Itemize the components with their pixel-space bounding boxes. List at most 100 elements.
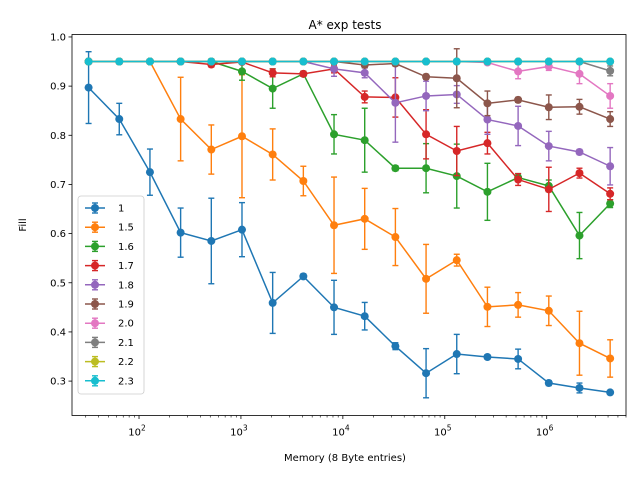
data-point [544,306,553,315]
data-point [422,164,431,173]
legend-label: 1.9 [118,300,134,311]
x-tick-label: 102 [128,424,146,439]
data-point [483,352,492,361]
data-point [115,57,124,66]
legend-label: 1.8 [118,280,134,291]
legend-label: 2.0 [118,319,134,330]
data-point [483,99,492,108]
legend-marker [91,376,99,385]
data-point [360,68,369,77]
legend-item: 2.1 [85,336,134,349]
data-point [514,175,523,184]
x-tick-label-exponent: 2 [141,424,146,433]
data-point [606,115,615,124]
x-tick-label-base: 10 [230,428,243,439]
data-point [422,274,431,283]
data-point [606,199,615,208]
x-tick-label-base: 10 [128,428,141,439]
data-point [606,66,615,75]
y-tick-label: 0.9 [50,82,66,93]
data-point [483,302,492,311]
data-point [452,256,461,265]
data-point [483,139,492,148]
legend-label: 1.6 [118,242,134,253]
x-tick-label-base: 10 [434,428,447,439]
data-point [575,102,584,111]
legend-label: 2.1 [118,338,134,349]
y-tick-label: 0.5 [50,278,66,289]
data-point [544,57,553,66]
data-point [360,57,369,66]
y-axis-label: Fill [18,218,29,231]
data-point [391,164,400,173]
data-point [237,57,246,66]
legend-item: 1.5 [85,221,134,234]
legend-item: 1 [85,202,124,215]
legend-marker [91,300,99,308]
data-point [84,83,93,92]
data-point [299,69,308,78]
data-point [84,57,93,66]
legend-item: 1.7 [85,259,134,272]
y-tick-label: 0.4 [50,327,66,338]
data-point [575,147,584,156]
legend-item: 2.3 [85,375,134,387]
legend-box [77,195,145,395]
data-point [299,177,308,186]
data-point [299,57,308,66]
series-line [88,87,611,394]
series-1 [84,51,615,399]
legend-item: 1.9 [85,298,134,311]
x-tick-label-base: 10 [332,428,345,439]
data-point [268,150,277,159]
data-point [360,92,369,101]
data-point [544,142,553,151]
data-point [544,379,553,388]
legend-label: 2.2 [118,357,134,368]
data-point [207,145,216,154]
y-tick-label: 0.6 [50,229,66,240]
data-point [422,57,431,66]
data-point [422,72,431,81]
x-tick-label-exponent: 4 [345,424,350,433]
data-point [575,57,584,66]
data-point [330,57,339,66]
series-2.3 [84,57,615,66]
y-tick-label: 0.8 [50,131,66,142]
data-point [268,84,277,93]
data-point [514,95,523,104]
x-tick-label-exponent: 5 [447,424,452,433]
data-point [452,74,461,83]
x-tick-label: 103 [230,424,248,439]
x-tick-label-exponent: 6 [549,424,554,433]
data-point [575,339,584,348]
legend-item: 2.0 [85,317,134,330]
legend-marker [91,280,99,289]
x-tick-label-base: 10 [536,428,549,439]
legend-item: 2.2 [85,355,134,368]
data-point [422,91,431,100]
data-point [606,162,615,171]
series-line [88,60,611,360]
y-axis: 0.3 0.4 0.5 0.6 0.7 0.8 0.9 1.0 [50,32,72,388]
data-point [514,57,523,66]
data-point [422,369,431,378]
y-tick-label: 1.0 [50,32,66,43]
data-point [452,147,461,156]
data-point [391,342,400,351]
x-tick-label: 105 [434,424,452,439]
x-tick-label: 104 [332,424,350,439]
legend-label: 1.7 [118,261,134,272]
data-point [330,130,339,139]
legend-marker [91,319,99,328]
legend-marker [91,223,99,232]
data-point [299,272,308,281]
data-point [514,121,523,130]
legend-item: 1.8 [85,279,134,291]
data-point [115,115,124,124]
data-point [422,130,431,139]
data-point [544,103,553,112]
y-tick-label: 0.7 [50,180,66,191]
data-point [514,300,523,309]
